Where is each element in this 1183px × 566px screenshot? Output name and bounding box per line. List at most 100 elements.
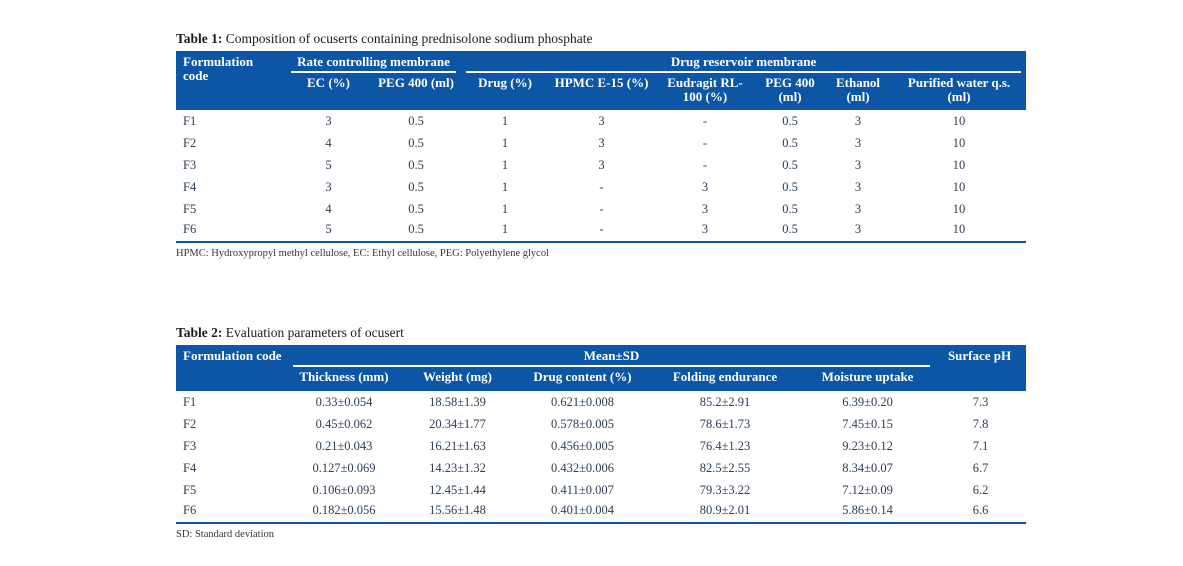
table-cell: 10 <box>952 201 966 216</box>
table-cell: 6.7 <box>972 460 989 475</box>
table-cell: 3 <box>854 113 862 128</box>
table-cell: 0.5 <box>408 157 424 172</box>
table1: Formulation code Rate controlling membra… <box>176 51 1027 243</box>
table1-col-peg400-rcm: PEG 400 (ml) <box>371 73 462 110</box>
table-cell: 14.23±1.32 <box>429 460 486 475</box>
table-cell: 80.9±2.01 <box>650 501 800 524</box>
table-cell: 10 <box>952 113 966 128</box>
table-cell: 3 <box>854 157 862 172</box>
row-code: F2 <box>183 135 197 150</box>
table-cell: - <box>549 220 655 243</box>
table-cell: 0.5 <box>782 135 798 150</box>
table-cell: 7.8 <box>972 416 989 431</box>
table-cell: 6.39±0.20 <box>842 394 893 409</box>
table-cell: 3 <box>854 179 862 194</box>
table-cell: 6.6 <box>935 501 1027 524</box>
table-cell: 0.621±0.008 <box>550 394 615 409</box>
table1-section: Table 1: Composition of ocuserts contain… <box>176 31 1027 260</box>
table2-footnote: SD: Standard deviation <box>176 529 274 540</box>
row-code: F5 <box>183 201 197 216</box>
table-cell: 7.1 <box>972 438 989 453</box>
table-cell: 8.34±0.07 <box>842 460 893 475</box>
row-code: F4 <box>183 460 197 475</box>
table-cell: 10 <box>892 220 1027 243</box>
table2-row-f2: F2 0.45±0.062 20.34±1.77 0.578±0.005 78.… <box>176 413 1026 435</box>
table-cell: 1 <box>501 157 509 172</box>
table1-row-f5: F5 4 0.5 1 - 3 0.5 3 10 <box>176 198 1026 220</box>
table1-col-hpmc-e15: HPMC E-15 (%) <box>549 73 655 110</box>
table1-row-f3: F3 5 0.5 1 3 - 0.5 3 10 <box>176 154 1026 176</box>
row-code: F1 <box>183 113 197 128</box>
table-cell: 6.2 <box>972 482 989 497</box>
table1-row-f2: F2 4 0.5 1 3 - 0.5 3 10 <box>176 132 1026 154</box>
table-cell: 0.5 <box>756 220 825 243</box>
row-code: F5 <box>183 482 197 497</box>
table-cell: 3 <box>598 135 605 150</box>
table-cell: 3 <box>654 220 757 243</box>
table-cell: 0.456±0.005 <box>550 438 615 453</box>
table-cell: 85.2±2.91 <box>699 394 751 409</box>
table-cell: 1 <box>501 201 509 216</box>
table-cell: - <box>702 157 708 172</box>
table-cell: 7.12±0.09 <box>842 482 893 497</box>
table-cell: 7.3 <box>972 394 989 409</box>
table2-col-surface-ph: Surface pH <box>935 345 1027 391</box>
row-code: F6 <box>176 220 286 243</box>
table2-col-thickness: Thickness (mm) <box>288 367 400 391</box>
row-code: F6 <box>176 501 288 524</box>
table2-row-f3: F3 0.21±0.043 16.21±1.63 0.456±0.005 76.… <box>176 435 1026 457</box>
table2-row-f5: F5 0.106±0.093 12.45±1.44 0.411±0.007 79… <box>176 479 1026 501</box>
table-cell: 0.127±0.069 <box>312 460 376 475</box>
table-cell: 16.21±1.63 <box>429 438 486 453</box>
table-cell: 7.45±0.15 <box>842 416 893 431</box>
table1-row-f6: F6 5 0.5 1 - 3 0.5 3 10 <box>176 220 1027 243</box>
row-code: F2 <box>183 416 197 431</box>
table-cell: 0.5 <box>408 179 424 194</box>
table1-col-peg400-drm: PEG 400 (ml) <box>756 73 825 110</box>
table-cell: 5.86±0.14 <box>800 501 936 524</box>
table-cell: 3 <box>824 220 893 243</box>
table1-group-drug-reservoir-membrane-label: Drug reservoir membrane <box>466 55 1022 73</box>
table2-col-drug-content: Drug content (%) <box>515 367 650 391</box>
table2-row-f6: F6 0.182±0.056 15.56±1.48 0.401±0.004 80… <box>176 501 1027 524</box>
table-cell: 3 <box>325 179 332 194</box>
row-code: F3 <box>183 438 197 453</box>
table-cell: 0.5 <box>408 201 424 216</box>
table2-row-f4: F4 0.127±0.069 14.23±1.32 0.432±0.006 82… <box>176 457 1026 479</box>
table-cell: 0.5 <box>408 113 424 128</box>
table-cell: 82.5±2.55 <box>699 460 751 475</box>
table1-col-purified-water: Purified water q.s. (ml) <box>892 73 1027 110</box>
table2: Formulation code Mean±SD Surface pH Thic… <box>176 345 1027 524</box>
table-cell: 3 <box>854 135 862 150</box>
table2-col-weight: Weight (mg) <box>400 367 515 391</box>
row-code: F3 <box>183 157 197 172</box>
table-cell: 0.5 <box>371 220 462 243</box>
table-cell: 15.56±1.48 <box>400 501 515 524</box>
table1-footnote: HPMC: Hydroxypropyl methyl cellulose, EC… <box>176 248 550 259</box>
table-cell: 3 <box>701 179 709 194</box>
table2-section: Table 2: Evaluation parameters of ocuser… <box>176 325 1027 541</box>
table-cell: 0.411±0.007 <box>551 482 614 497</box>
table-cell: 0.21±0.043 <box>315 438 373 453</box>
table1-row-f1: F1 3 0.5 1 3 - 0.5 3 10 <box>176 110 1026 132</box>
table1-col-ec: EC (%) <box>286 73 371 110</box>
table-cell: 0.578±0.005 <box>550 416 615 431</box>
table-cell: 3 <box>701 201 709 216</box>
table-cell: 0.5 <box>782 179 798 194</box>
table2-group-mean-sd-label: Mean±SD <box>293 349 931 367</box>
table1-header-formulation-code: Formulation code <box>176 51 286 110</box>
table-cell: 12.45±1.44 <box>429 482 486 497</box>
table1-group-rate-controlling-membrane-label: Rate controlling membrane <box>291 55 457 73</box>
table2-caption: Table 2: Evaluation parameters of ocuser… <box>176 325 1027 341</box>
table-cell: 5 <box>325 157 332 172</box>
table-cell: - <box>599 179 604 194</box>
row-code: F4 <box>183 179 197 194</box>
table1-group-rate-controlling-membrane: Rate controlling membrane <box>286 51 462 73</box>
table-cell: 1 <box>501 113 509 128</box>
table2-col-folding-endurance: Folding endurance <box>650 367 800 391</box>
table-cell: 0.432±0.006 <box>550 460 615 475</box>
table-cell: 1 <box>501 135 509 150</box>
table1-col-eudragit-rl100: Eudragit RL-100 (%) <box>654 73 757 110</box>
table1-group-drug-reservoir-membrane: Drug reservoir membrane <box>461 51 1027 73</box>
